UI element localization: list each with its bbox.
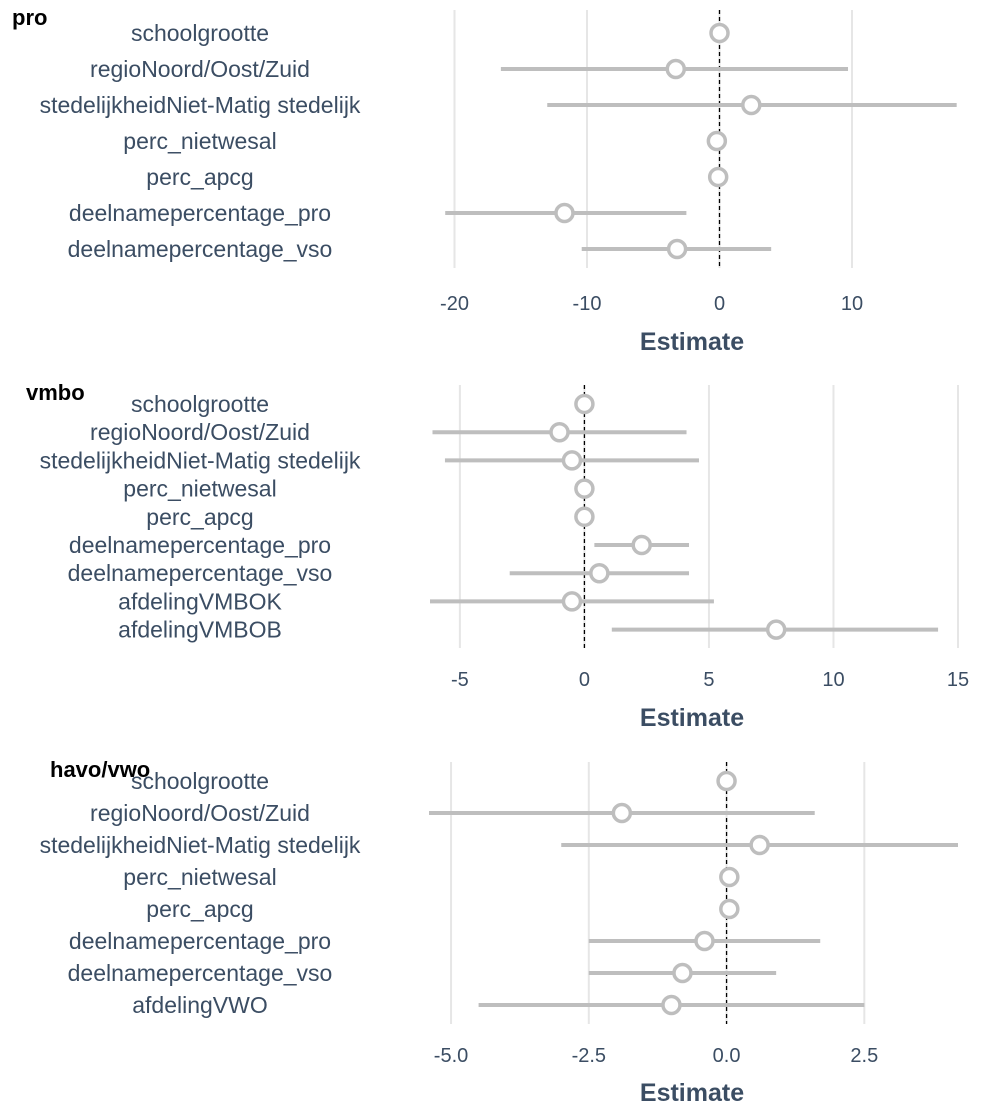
estimate-point xyxy=(631,534,652,556)
x-tick-label: 5 xyxy=(703,669,714,691)
estimate-point xyxy=(719,866,740,888)
estimate-point xyxy=(694,930,715,952)
x-tick-label: 0 xyxy=(579,669,590,691)
panel-title: vmbo xyxy=(26,380,85,405)
x-tick-label: -10 xyxy=(573,293,602,315)
term-label: regioNoord/Oost/Zuid xyxy=(90,56,310,82)
term-label: deelnamepercentage_pro xyxy=(69,532,331,558)
x-tick-label: 10 xyxy=(841,293,863,315)
term-label: deelnamepercentage_pro xyxy=(69,200,331,226)
term-label: schoolgrootte xyxy=(131,391,269,417)
estimate-point xyxy=(574,506,595,528)
x-tick-label: 15 xyxy=(947,669,969,691)
estimate-point xyxy=(707,166,729,188)
x-tick-label: 0 xyxy=(714,293,725,315)
x-tick-label: -2.5 xyxy=(572,1045,606,1067)
estimate-point xyxy=(716,770,737,792)
term-label: perc_apcg xyxy=(146,164,253,190)
x-tick-label: -5.0 xyxy=(434,1045,468,1067)
estimate-point xyxy=(719,898,740,920)
x-axis-title: Estimate xyxy=(640,1079,744,1106)
x-axis-title: Estimate xyxy=(640,704,744,732)
estimate-point xyxy=(661,994,682,1016)
term-label: afdelingVMBOB xyxy=(118,617,282,643)
x-tick-label: -20 xyxy=(440,293,469,315)
term-label: stedelijkheidNiet-Matig stedelijk xyxy=(40,92,361,118)
x-tick-label: 2.5 xyxy=(850,1045,878,1067)
estimate-point xyxy=(709,22,730,44)
estimate-point xyxy=(549,421,570,443)
term-label: perc_nietwesal xyxy=(123,864,276,890)
estimate-point xyxy=(554,202,575,224)
panel-title: pro xyxy=(12,5,47,30)
x-tick-label: 0.0 xyxy=(713,1045,741,1067)
term-label: deelnamepercentage_vso xyxy=(68,236,333,262)
x-tick-label: 10 xyxy=(822,669,844,691)
estimate-point xyxy=(765,619,787,640)
term-label: schoolgrootte xyxy=(131,20,269,46)
term-label: deelnamepercentage_vso xyxy=(68,960,333,986)
estimate-point xyxy=(666,238,688,260)
term-label: afdelingVMBOK xyxy=(118,588,282,614)
term-label: afdelingVWO xyxy=(132,992,268,1018)
x-axis-title: Estimate xyxy=(640,328,744,356)
term-label: stedelijkheidNiet-Matig stedelijk xyxy=(40,447,361,473)
estimate-point xyxy=(672,962,693,984)
x-tick-label: -5 xyxy=(451,669,469,691)
panel-pro: -20 -10 0 10 schoolgrootte regioNoord/Oost/Zu… xyxy=(12,5,957,356)
estimate-point xyxy=(589,562,610,584)
panel-havo-vwo: -5.0 -2.5 0.0 2.5 schoolgrootte regioNoord/Oo… xyxy=(40,757,958,1106)
estimate-point xyxy=(561,450,583,471)
estimate-point xyxy=(574,478,595,499)
term-label: perc_apcg xyxy=(146,504,253,530)
panel-vmbo: -5 0 5 10 15 schoolgrootteregioNoord/Oost/Zui… xyxy=(26,380,969,732)
estimate-point xyxy=(574,393,595,415)
term-label: perc_nietwesal xyxy=(123,128,276,154)
estimate-point xyxy=(665,58,687,80)
term-label: stedelijkheidNiet-Matig stedelijk xyxy=(40,832,361,858)
term-label: deelnamepercentage_pro xyxy=(69,928,331,954)
term-label: deelnamepercentage_vso xyxy=(68,560,333,586)
estimate-point xyxy=(561,591,583,612)
term-label: perc_apcg xyxy=(146,896,253,922)
estimate-point xyxy=(749,834,770,856)
estimate-point xyxy=(741,94,762,116)
estimate-point xyxy=(611,802,633,824)
term-label: schoolgrootte xyxy=(131,768,269,794)
term-label: regioNoord/Oost/Zuid xyxy=(90,419,310,445)
term-label: perc_nietwesal xyxy=(123,476,276,502)
estimate-point xyxy=(706,130,728,152)
term-label: regioNoord/Oost/Zuid xyxy=(90,800,310,826)
panel-title: havo/vwo xyxy=(50,757,150,782)
